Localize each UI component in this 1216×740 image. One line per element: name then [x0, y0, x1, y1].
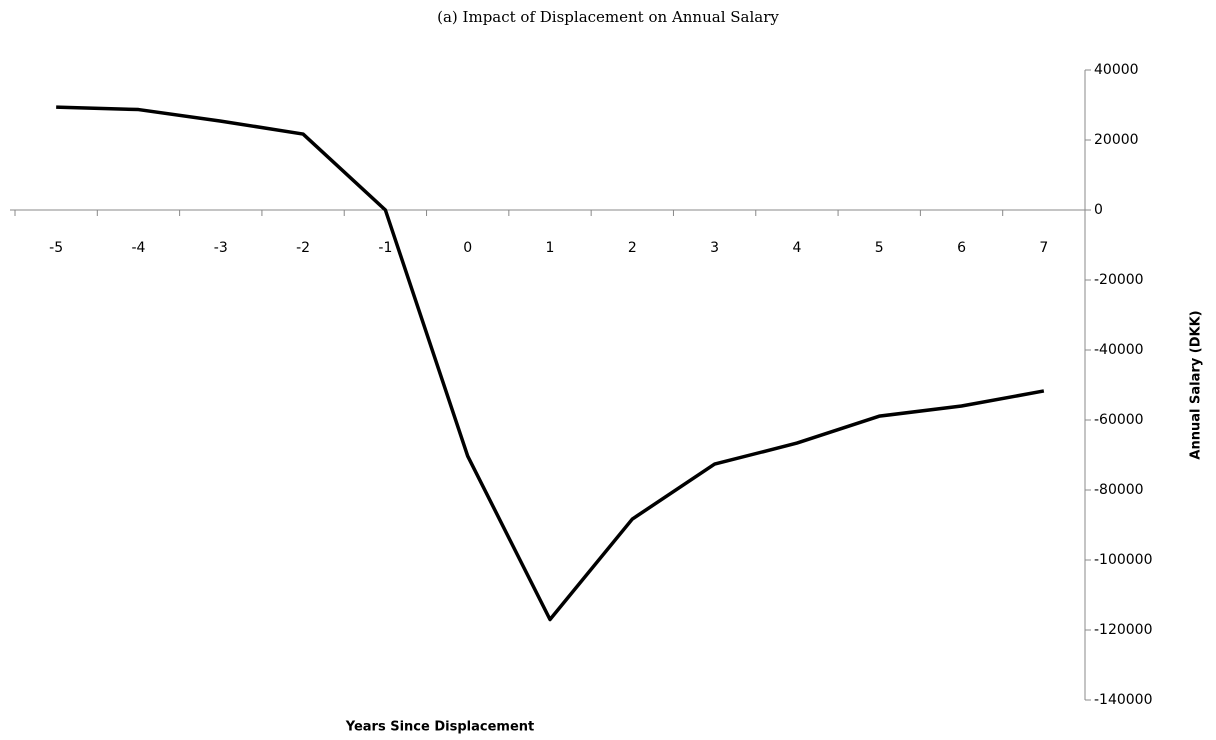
x-tick-label: 4 [792, 240, 801, 256]
x-tick-label: -4 [131, 240, 145, 256]
x-tick-label: -2 [296, 240, 310, 256]
y-tick-label: 0 [1094, 202, 1103, 218]
y-tick-label: -40000 [1094, 342, 1144, 358]
x-axis-label: Years Since Displacement [345, 720, 534, 735]
y-axis-label: Annual Salary (DKK) [1189, 310, 1204, 459]
y-tick-label: -140000 [1094, 692, 1153, 708]
y-tick-label: -80000 [1094, 482, 1144, 498]
x-tick-label: -1 [378, 240, 392, 256]
series-line [56, 105, 1045, 622]
x-tick-label: 0 [463, 240, 472, 256]
x-tick-label: -3 [214, 240, 228, 256]
x-tick-label: -5 [49, 240, 63, 256]
x-tick-label: 3 [710, 240, 719, 256]
x-tick-label: 1 [546, 240, 555, 256]
x-tick-label: 7 [1039, 240, 1048, 256]
x-tick-label: 6 [957, 240, 966, 256]
y-tick-label: 40000 [1094, 62, 1139, 78]
x-tick-label: 2 [628, 240, 637, 256]
y-tick-label: -60000 [1094, 412, 1144, 428]
x-tick-label: 5 [875, 240, 884, 256]
y-tick-label: -100000 [1094, 552, 1153, 568]
y-tick-label: 20000 [1094, 132, 1139, 148]
y-tick-label: -120000 [1094, 622, 1153, 638]
y-tick-label: -20000 [1094, 272, 1144, 288]
chart-title: (a) Impact of Displacement on Annual Sal… [437, 8, 779, 26]
